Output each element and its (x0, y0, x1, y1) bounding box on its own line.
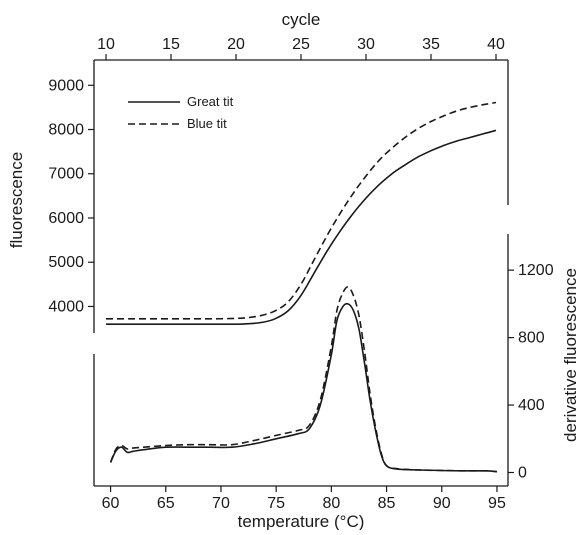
top-tick-label: 25 (292, 36, 310, 53)
bottom-axis-label: temperature (°C) (238, 512, 365, 530)
left-tick-label: 7000 (48, 166, 84, 183)
bottom-axis-ticks: 60 65 70 75 80 85 90 95 (102, 486, 506, 512)
top-tick-label: 15 (162, 36, 180, 53)
bottom-tick-label: 60 (102, 495, 120, 512)
left-axis-label: fluorescence (7, 152, 26, 248)
top-tick-label: 10 (97, 36, 115, 53)
left-tick-label: 6000 (48, 210, 84, 227)
amplification-line-great-tit (105, 129, 497, 326)
right-tick-label: 0 (518, 465, 527, 482)
melt-line-great-tit (109, 302, 498, 473)
legend-label-blue-tit: Blue tit (187, 116, 227, 131)
bottom-tick-label: 90 (433, 495, 451, 512)
bottom-tick-label: 70 (212, 495, 230, 512)
right-tick-label: 800 (518, 330, 545, 347)
right-axis-label: derivative fluorescence (561, 268, 580, 442)
melt-line-blue-tit (109, 286, 498, 473)
top-tick-label: 20 (227, 36, 245, 53)
top-tick-label: 40 (487, 36, 505, 53)
bottom-tick-label: 95 (488, 495, 506, 512)
left-tick-label: 8000 (48, 122, 84, 139)
right-tick-label: 1200 (518, 262, 554, 279)
left-tick-label: 9000 (48, 77, 84, 94)
bottom-tick-label: 75 (267, 495, 285, 512)
bottom-tick-label: 85 (378, 495, 396, 512)
legend: Great tit Blue tit (128, 94, 234, 131)
top-axis-ticks: 10 15 20 25 30 35 40 (97, 36, 505, 60)
right-axis-ticks: 0 400 800 1200 (508, 262, 554, 482)
legend-label-great-tit: Great tit (187, 94, 234, 109)
left-tick-label: 5000 (48, 254, 84, 271)
top-axis-label: cycle (282, 10, 321, 29)
bottom-tick-label: 80 (322, 495, 340, 512)
top-tick-label: 30 (357, 36, 375, 53)
bottom-tick-label: 65 (157, 495, 175, 512)
right-tick-label: 400 (518, 397, 545, 414)
top-tick-label: 35 (422, 36, 440, 53)
series-layer (105, 101, 498, 473)
left-tick-label: 4000 (48, 298, 84, 315)
amplification-line-blue-tit (106, 101, 497, 320)
left-axis-ticks: 4000 5000 6000 7000 8000 9000 (48, 77, 94, 315)
